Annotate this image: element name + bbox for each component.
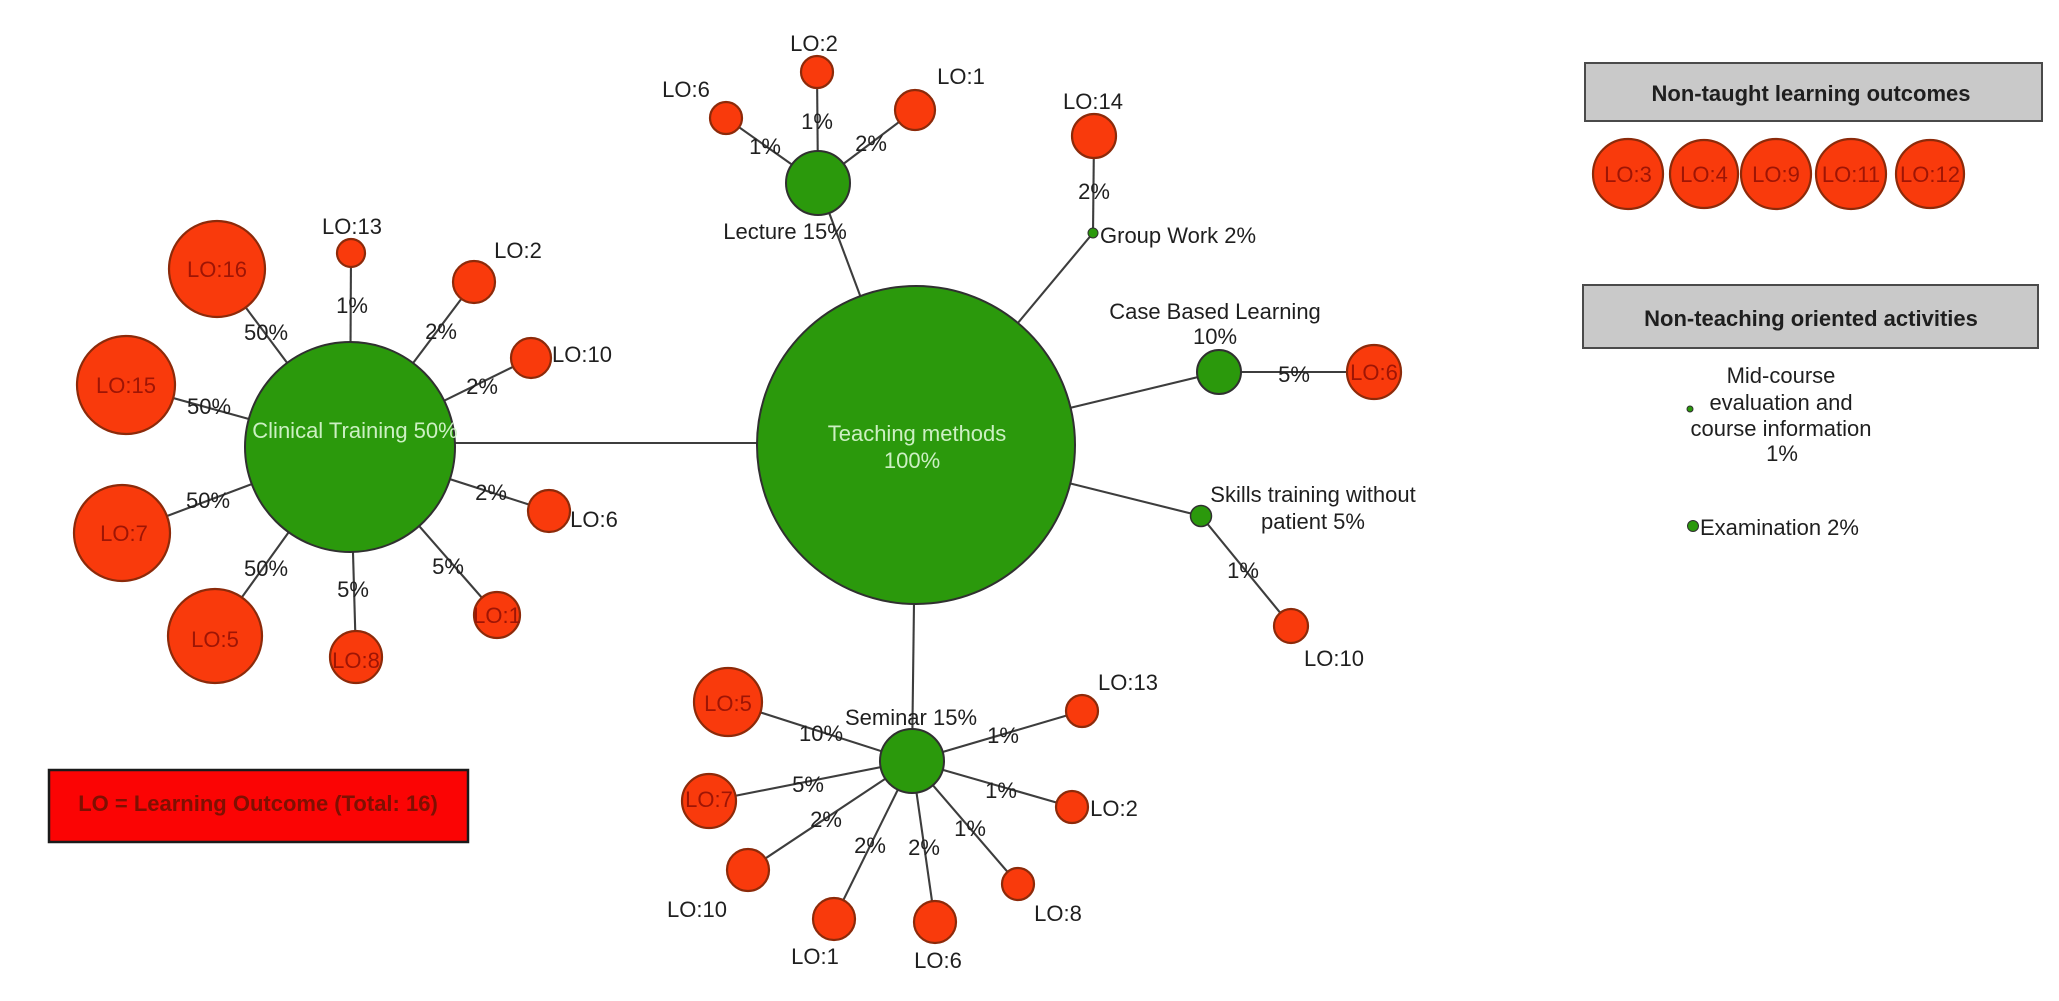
svg-text:Teaching methods: Teaching methods xyxy=(828,421,1007,446)
svg-text:1%: 1% xyxy=(1766,441,1798,466)
svg-text:5%: 5% xyxy=(1278,362,1310,387)
svg-text:50%: 50% xyxy=(244,320,288,345)
svg-text:LO:6: LO:6 xyxy=(914,948,962,973)
svg-text:50%: 50% xyxy=(244,556,288,581)
svg-text:10%: 10% xyxy=(1193,324,1237,349)
svg-text:1%: 1% xyxy=(954,816,986,841)
svg-text:LO:1: LO:1 xyxy=(791,944,839,969)
svg-text:2%: 2% xyxy=(1078,179,1110,204)
svg-text:LO:12: LO:12 xyxy=(1900,162,1960,187)
svg-text:LO:6: LO:6 xyxy=(662,77,710,102)
svg-text:2%: 2% xyxy=(466,374,498,399)
svg-text:LO:1: LO:1 xyxy=(473,603,521,628)
svg-text:LO = Learning Outcome (Total:: LO = Learning Outcome (Total: 16) xyxy=(78,791,438,816)
svg-text:patient 5%: patient 5% xyxy=(1261,509,1365,534)
svg-text:Clinical Training 50%: Clinical Training 50% xyxy=(252,418,457,443)
svg-text:LO:4: LO:4 xyxy=(1680,162,1728,187)
svg-text:1%: 1% xyxy=(749,134,781,159)
svg-text:course information: course information xyxy=(1691,416,1872,441)
svg-text:1%: 1% xyxy=(801,109,833,134)
svg-text:2%: 2% xyxy=(854,833,886,858)
svg-text:LO:3: LO:3 xyxy=(1604,162,1652,187)
svg-text:1%: 1% xyxy=(987,723,1019,748)
svg-text:10%: 10% xyxy=(799,721,843,746)
svg-text:LO:11: LO:11 xyxy=(1822,162,1880,187)
svg-text:LO:2: LO:2 xyxy=(790,31,838,56)
svg-text:Non-teaching oriented activiti: Non-teaching oriented activities xyxy=(1644,306,1978,331)
svg-text:1%: 1% xyxy=(1227,558,1259,583)
svg-text:LO:2: LO:2 xyxy=(1090,796,1138,821)
svg-text:evaluation and: evaluation and xyxy=(1709,390,1852,415)
svg-text:LO:13: LO:13 xyxy=(1098,670,1158,695)
svg-text:2%: 2% xyxy=(475,480,507,505)
svg-text:LO:7: LO:7 xyxy=(100,521,148,546)
svg-text:LO:5: LO:5 xyxy=(704,691,752,716)
svg-text:1%: 1% xyxy=(336,293,368,318)
svg-text:Examination 2%: Examination 2% xyxy=(1700,515,1859,540)
svg-text:LO:10: LO:10 xyxy=(552,342,612,367)
svg-text:LO:14: LO:14 xyxy=(1063,89,1123,114)
svg-text:LO:5: LO:5 xyxy=(191,627,239,652)
svg-text:LO:13: LO:13 xyxy=(322,214,382,239)
svg-text:LO:10: LO:10 xyxy=(667,897,727,922)
svg-text:Group Work 2%: Group Work 2% xyxy=(1100,223,1256,248)
svg-text:Lecture 15%: Lecture 15% xyxy=(723,219,847,244)
svg-text:50%: 50% xyxy=(187,394,231,419)
svg-text:2%: 2% xyxy=(855,131,887,156)
svg-text:LO:2: LO:2 xyxy=(494,238,542,263)
svg-text:LO:16: LO:16 xyxy=(187,257,247,282)
svg-text:LO:9: LO:9 xyxy=(1752,162,1800,187)
svg-text:5%: 5% xyxy=(432,554,464,579)
svg-text:LO:1: LO:1 xyxy=(937,64,985,89)
svg-text:Skills training without: Skills training without xyxy=(1210,482,1415,507)
svg-text:LO:8: LO:8 xyxy=(332,648,380,673)
svg-text:Case Based Learning: Case Based Learning xyxy=(1109,299,1321,324)
svg-text:LO:8: LO:8 xyxy=(1034,901,1082,926)
svg-text:Non-taught learning outcomes: Non-taught learning outcomes xyxy=(1652,81,1971,106)
svg-text:LO:10: LO:10 xyxy=(1304,646,1364,671)
svg-text:LO:6: LO:6 xyxy=(570,507,618,532)
svg-text:LO:15: LO:15 xyxy=(96,373,156,398)
svg-text:100%: 100% xyxy=(884,448,940,473)
svg-text:Mid-course: Mid-course xyxy=(1727,363,1836,388)
svg-text:Seminar 15%: Seminar 15% xyxy=(845,705,977,730)
svg-text:5%: 5% xyxy=(337,577,369,602)
svg-text:5%: 5% xyxy=(792,772,824,797)
svg-text:1%: 1% xyxy=(985,778,1017,803)
svg-text:2%: 2% xyxy=(425,319,457,344)
svg-text:2%: 2% xyxy=(810,807,842,832)
svg-text:2%: 2% xyxy=(908,835,940,860)
svg-text:50%: 50% xyxy=(186,488,230,513)
svg-text:LO:7: LO:7 xyxy=(685,787,733,812)
svg-text:LO:6: LO:6 xyxy=(1350,360,1398,385)
